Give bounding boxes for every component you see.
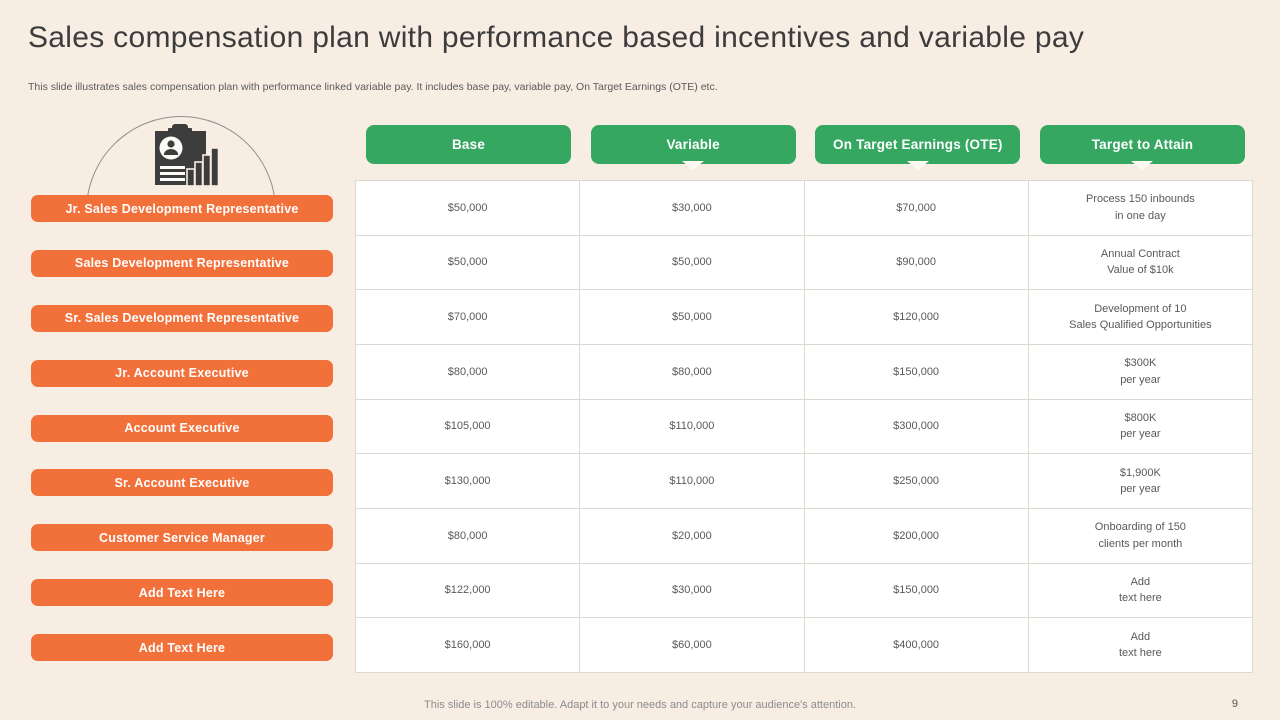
cell-variable: $50,000: [579, 234, 805, 291]
role-button-add-text-2[interactable]: Add Text Here: [31, 634, 333, 662]
cell-ote: $70,000: [803, 180, 1029, 236]
footer-note: This slide is 100% editable. Adapt it to…: [424, 699, 856, 711]
cell-target: Annual Contract Value of $10k: [1027, 234, 1254, 291]
column-header-row: Base Variable On Target Earnings (OTE) T…: [366, 125, 1245, 164]
target-line: text here: [1118, 647, 1162, 660]
cell-ote: $200,000: [803, 507, 1029, 564]
decorative-arc: [86, 116, 278, 195]
target-line: text here: [1118, 592, 1162, 605]
table-row: $122,000 $30,000 $150,000 Add text here: [354, 562, 1254, 619]
cell-variable: $20,000: [579, 507, 805, 564]
cell-target: $800K per year: [1027, 398, 1254, 455]
table-row: $105,000 $110,000 $300,000 $800K per year: [354, 398, 1254, 455]
cell-variable: $50,000: [579, 289, 805, 345]
role-button-jr-sales-development-representative[interactable]: Jr. Sales Development Representative: [31, 195, 333, 222]
resume-growth-chart-icon: [149, 124, 220, 195]
target-line: per year: [1120, 373, 1161, 386]
cell-variable: $110,000: [579, 398, 805, 455]
target-line: clients per month: [1098, 537, 1183, 550]
target-line: Onboarding of 150: [1094, 521, 1186, 534]
page-title: Sales compensation plan with performance…: [28, 21, 1085, 54]
table-row: $70,000 $50,000 $120,000 Development of …: [354, 289, 1254, 345]
cell-variable: $80,000: [579, 343, 805, 400]
cell-variable: $30,000: [579, 562, 805, 619]
cell-base: $80,000: [354, 343, 581, 400]
table-row: $130,000 $110,000 $250,000 $1,900K per ye…: [354, 453, 1254, 509]
cell-base: $105,000: [354, 398, 581, 455]
compensation-table: $50,000 $30,000 $70,000 Process 150 inbo…: [354, 180, 1254, 673]
cell-base: $130,000: [354, 453, 581, 509]
target-line: per year: [1120, 483, 1161, 496]
role-button-sales-development-representative[interactable]: Sales Development Representative: [31, 249, 333, 277]
target-line: $800K: [1124, 411, 1157, 424]
cell-base: $50,000: [354, 234, 581, 291]
cell-ote: $150,000: [803, 343, 1029, 400]
cell-target: Add text here: [1027, 562, 1254, 619]
target-line: Development of 10: [1094, 302, 1187, 315]
target-line: $300K: [1124, 357, 1157, 370]
cell-base: $80,000: [354, 507, 581, 564]
cell-target: $1,900K per year: [1027, 453, 1254, 509]
cell-target: $300K per year: [1027, 343, 1254, 400]
cell-ote: $250,000: [803, 453, 1029, 509]
role-button-list: Jr. Sales Development Representative Sal…: [31, 195, 333, 662]
cell-base: $160,000: [354, 617, 581, 673]
table-row: $50,000 $50,000 $90,000 Annual Contract V…: [354, 234, 1254, 291]
column-header-variable[interactable]: Variable: [590, 125, 796, 164]
table-row: $50,000 $30,000 $70,000 Process 150 inbo…: [354, 180, 1254, 236]
role-button-customer-service-manager[interactable]: Customer Service Manager: [31, 524, 333, 552]
target-line: Add: [1130, 630, 1151, 643]
cell-ote: $400,000: [803, 617, 1029, 673]
cell-target: Development of 10 Sales Qualified Opportu…: [1027, 289, 1254, 345]
table-row: $80,000 $20,000 $200,000 Onboarding of 1…: [354, 507, 1254, 564]
table-row: $160,000 $60,000 $400,000 Add text here: [354, 617, 1254, 673]
column-header-base[interactable]: Base: [366, 125, 571, 164]
cell-target: Process 150 inbounds in one day: [1027, 180, 1254, 236]
cell-base: $50,000: [354, 180, 581, 236]
slide-subtitle: This slide illustrates sales compensatio…: [28, 81, 718, 93]
role-button-sr-sales-development-representative[interactable]: Sr. Sales Development Representative: [31, 304, 333, 332]
cell-target: Onboarding of 150 clients per month: [1027, 507, 1254, 564]
target-line: Annual Contract: [1100, 247, 1180, 260]
cell-variable: $60,000: [579, 617, 805, 673]
column-header-target-to-attain[interactable]: Target to Attain: [1039, 125, 1245, 164]
page-number: 9: [1231, 698, 1238, 710]
cell-ote: $300,000: [803, 398, 1029, 455]
role-button-add-text-1[interactable]: Add Text Here: [31, 579, 333, 607]
table-row: $80,000 $80,000 $150,000 $300K per year: [354, 343, 1254, 400]
target-line: Add: [1130, 575, 1151, 588]
cell-base: $122,000: [354, 562, 581, 619]
cell-variable: $30,000: [579, 180, 805, 236]
role-button-account-executive[interactable]: Account Executive: [31, 414, 333, 442]
cell-ote: $150,000: [803, 562, 1029, 619]
target-line: in one day: [1114, 209, 1166, 222]
role-button-sr-account-executive[interactable]: Sr. Account Executive: [31, 469, 333, 497]
cell-target: Add text here: [1027, 617, 1254, 673]
cell-ote: $120,000: [803, 289, 1029, 345]
target-line: Sales Qualified Opportunities: [1069, 319, 1212, 332]
cell-base: $70,000: [354, 289, 581, 345]
target-line: per year: [1120, 428, 1161, 441]
cell-ote: $90,000: [803, 234, 1029, 291]
cell-variable: $110,000: [579, 453, 805, 509]
target-line: $1,900K: [1119, 466, 1161, 479]
role-button-jr-account-executive[interactable]: Jr. Account Executive: [31, 359, 333, 387]
target-line: Value of $10k: [1107, 264, 1174, 277]
target-line: Process 150 inbounds: [1085, 193, 1195, 206]
column-header-ote[interactable]: On Target Earnings (OTE): [815, 125, 1021, 164]
